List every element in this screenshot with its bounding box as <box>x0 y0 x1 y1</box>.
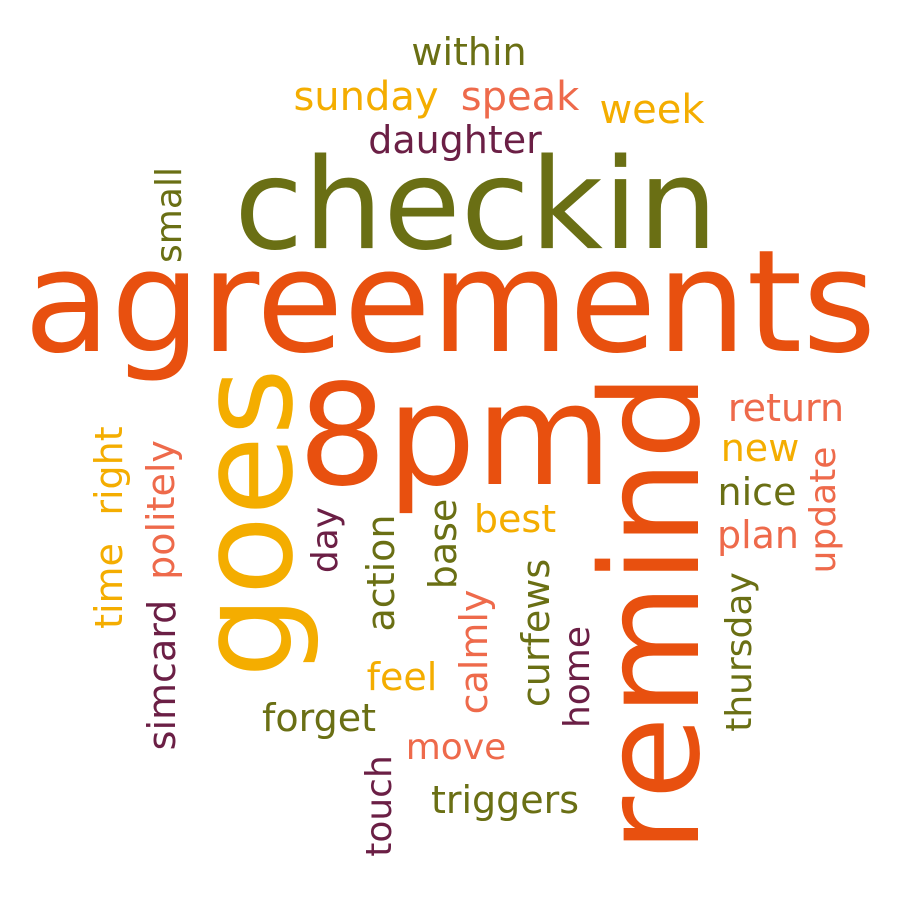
word-small: small <box>149 167 190 263</box>
word-move: move <box>405 727 507 768</box>
word-update: update <box>803 446 844 574</box>
word-curfews: curfews <box>514 558 558 708</box>
word-sunday: sunday <box>293 74 439 120</box>
word-daughter: daughter <box>368 118 542 162</box>
word-goes: goes <box>170 368 322 678</box>
word-checkin: checkin <box>234 131 718 278</box>
word-plan: plan <box>716 513 800 557</box>
word-week: week <box>599 87 705 133</box>
word-home: home <box>557 625 598 729</box>
word-calmly: calmly <box>452 589 496 715</box>
word-triggers: triggers <box>430 778 580 822</box>
word-time: time <box>87 543 131 629</box>
word-thursday: thursday <box>719 572 760 732</box>
word-touch: touch <box>359 755 400 857</box>
word-day: day <box>305 506 346 574</box>
word-action: action <box>359 514 403 632</box>
word-base: base <box>421 498 465 590</box>
word-speak: speak <box>460 74 580 120</box>
word-8pm: 8pm <box>297 355 613 518</box>
word-simcard: simcard <box>140 599 184 751</box>
word-return: return <box>727 386 845 430</box>
word-right: right <box>87 426 131 516</box>
word-feel: feel <box>366 655 438 699</box>
word-politely: politely <box>139 440 183 580</box>
word-nice: nice <box>717 470 797 514</box>
word-agreements: agreements <box>23 220 877 385</box>
word-within: within <box>411 30 527 74</box>
word-best: best <box>473 497 557 541</box>
word-new: new <box>720 426 800 470</box>
word-forget: forget <box>262 696 376 740</box>
